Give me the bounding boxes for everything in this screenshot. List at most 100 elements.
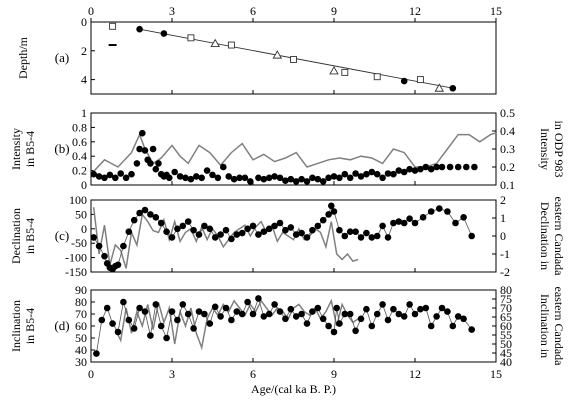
data-point-2-66	[436, 205, 443, 212]
data-point-3-7	[130, 325, 138, 332]
data-point-3-67	[449, 322, 457, 330]
age-marker-filled-circle-2	[400, 77, 408, 85]
y2-tick-label: 0	[500, 229, 506, 243]
data-point-1-35	[247, 178, 254, 185]
y2-tick-label: 0.4	[500, 124, 515, 138]
y-axis-label-3-1: in B5-4	[23, 308, 37, 344]
data-point-1-51	[336, 174, 343, 182]
y-tick-label: 0	[81, 15, 87, 29]
data-point-1-11	[141, 147, 149, 154]
data-point-2-23	[201, 222, 208, 230]
data-point-2-21	[190, 226, 197, 234]
data-point-3-1	[98, 316, 106, 324]
age-marker-open-square-4	[341, 68, 349, 76]
data-point-1-74	[471, 163, 478, 171]
data-point-3-36	[287, 305, 295, 313]
data-point-3-56	[390, 305, 397, 313]
data-point-2-61	[400, 219, 408, 227]
y2-tick-label: 75	[500, 292, 512, 306]
data-point-2-64	[419, 214, 427, 221]
data-point-2-57	[379, 222, 386, 230]
y2-tick-label: 80	[500, 283, 512, 297]
data-point-1-57	[368, 168, 376, 176]
data-point-3-66	[444, 308, 451, 315]
data-point-3-59	[406, 301, 413, 308]
y-axis-label-1-1: in B5-4	[23, 131, 37, 167]
data-point-2-32	[249, 222, 257, 230]
data-point-2-7	[114, 261, 122, 269]
data-point-1-34	[241, 174, 249, 182]
data-point-1-48	[319, 178, 327, 185]
y-axis-label-3-0: Inclination	[9, 300, 23, 352]
data-point-3-33	[271, 301, 278, 308]
y-tick-label: -50	[71, 236, 87, 250]
data-point-3-3	[109, 320, 116, 327]
y-axis-label-2-0: Declination	[9, 208, 23, 264]
data-point-1-67	[422, 163, 430, 171]
data-point-1-15	[152, 165, 160, 173]
data-point-3-46	[336, 320, 343, 327]
data-point-1-59	[379, 174, 386, 182]
age-marker-open-triangle-3	[434, 83, 445, 92]
data-point-2-62	[406, 215, 413, 222]
data-point-3-43	[325, 322, 332, 330]
data-point-2-22	[195, 231, 203, 238]
data-point-2-49	[336, 226, 343, 234]
data-point-1-71	[446, 163, 454, 171]
y-tick-label: 70	[75, 307, 87, 321]
data-point-1-50	[330, 173, 338, 180]
x-tick-label: 6	[250, 367, 256, 381]
data-point-1-70	[438, 163, 446, 171]
data-point-2-0	[90, 234, 97, 241]
data-point-3-63	[427, 322, 435, 330]
data-point-2-63	[411, 219, 419, 227]
panel-label-2: (c)	[55, 228, 69, 243]
data-point-2-70	[468, 232, 476, 240]
data-point-3-69	[460, 315, 467, 323]
top-x-tick-label: 3	[169, 4, 175, 18]
data-point-2-60	[395, 218, 403, 225]
data-point-1-14	[149, 145, 157, 153]
y2-tick-label: 0.3	[500, 142, 515, 156]
data-point-3-32	[265, 310, 273, 318]
y-tick-label: -150	[65, 265, 87, 279]
data-point-1-65	[411, 167, 419, 174]
y-tick-label: 0.8	[72, 120, 87, 134]
y2-axis-label-1-1: in ODP 983	[552, 121, 566, 178]
data-point-1-66	[417, 165, 424, 173]
data-point-3-0	[93, 350, 100, 357]
data-point-1-36	[255, 174, 262, 182]
data-point-2-42	[303, 234, 311, 241]
y-tick-label: 40	[75, 343, 87, 357]
y2-tick-label: 1	[500, 211, 506, 225]
data-point-1-29	[214, 174, 222, 182]
data-point-2-53	[357, 234, 365, 241]
data-point-3-40	[309, 308, 316, 315]
data-point-2-37	[276, 219, 284, 227]
y-tick-label: -100	[65, 251, 87, 265]
data-point-2-31	[244, 225, 251, 233]
data-point-1-0	[90, 170, 97, 178]
data-point-3-25	[228, 316, 235, 324]
top-x-tick-label: 15	[490, 4, 502, 18]
data-point-3-2	[103, 304, 111, 312]
data-point-2-50	[341, 232, 349, 240]
y2-tick-label: 0.2	[500, 160, 515, 174]
data-point-1-25	[193, 173, 200, 180]
x-tick-label: 12	[409, 367, 421, 381]
data-point-2-24	[206, 225, 214, 233]
y-axis-label-1-0: Intensity	[9, 128, 23, 170]
y2-tick-label: 2	[500, 193, 506, 207]
data-point-1-64	[406, 165, 413, 173]
y2-tick-label: 55	[500, 328, 512, 342]
panel-label-0: (a)	[55, 50, 69, 65]
data-point-2-11	[136, 209, 143, 217]
data-point-2-20	[184, 218, 192, 225]
y-tick-label: 4	[81, 73, 87, 87]
data-point-2-41	[298, 229, 305, 237]
data-point-3-19	[195, 308, 203, 315]
data-point-3-44	[330, 328, 338, 336]
data-point-1-6	[122, 174, 130, 182]
data-point-2-43	[309, 226, 316, 234]
data-point-1-1	[95, 173, 103, 180]
